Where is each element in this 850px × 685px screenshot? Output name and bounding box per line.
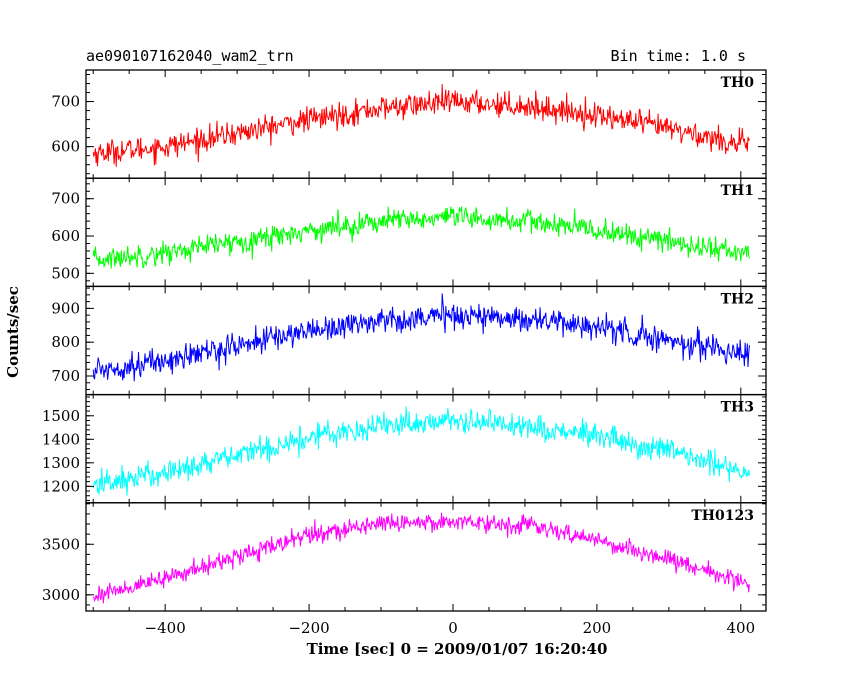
x-tick-label: 0 <box>448 619 458 637</box>
x-axis-title: Time [sec] 0 = 2009/01/07 16:20:40 <box>307 640 608 658</box>
x-tick-label: −200 <box>288 619 329 637</box>
series-line-th1 <box>92 206 750 269</box>
panel-frame <box>85 502 767 612</box>
panel-frame <box>85 69 767 179</box>
y-tick-label: 500 <box>51 264 80 282</box>
y-axis-title: Counts/sec <box>4 286 22 378</box>
panel-th0123: 3000 3500 TH0123 <box>42 502 767 612</box>
panel-label: TH3 <box>721 400 754 416</box>
x-tick-label: −400 <box>145 619 186 637</box>
y-tick-label: 700 <box>51 93 80 111</box>
bin-time-label: Bin time: 1.0 s <box>611 47 746 65</box>
chart-title: ae090107162040_wam2_trn <box>86 47 294 65</box>
panel-th0: 600 700 TH0 <box>51 69 767 179</box>
y-tick-label: 1300 <box>42 454 80 472</box>
x-tick-label: 200 <box>583 619 612 637</box>
panels-group: 600 700 TH0 500 600 700 TH1 700 800 900 TH2 1200 130… <box>42 69 767 637</box>
panel-th1: 500 600 700 TH1 <box>51 177 767 288</box>
y-tick-label: 600 <box>51 138 80 156</box>
series-line-th0123 <box>92 512 750 604</box>
y-tick-label: 700 <box>51 367 80 385</box>
panel-frame <box>85 177 767 288</box>
y-tick-label: 600 <box>51 227 80 245</box>
panel-label: TH2 <box>721 291 754 307</box>
series-line-th3 <box>92 406 750 496</box>
x-tick-label: 400 <box>726 619 755 637</box>
y-tick-label: 700 <box>51 190 80 208</box>
y-tick-label: 1200 <box>42 477 80 495</box>
series-line-th0 <box>92 84 750 167</box>
panel-label: TH1 <box>721 183 754 199</box>
panel-label: TH0 <box>721 75 755 91</box>
panel-th2: 700 800 900 TH2 <box>51 285 767 396</box>
panel-th3: 1200 1300 1400 1500 TH3 <box>42 393 767 504</box>
y-tick-label: 3500 <box>42 535 80 553</box>
y-tick-label: 3000 <box>42 586 80 604</box>
panel-label: TH0123 <box>691 508 754 524</box>
y-tick-label: 1400 <box>42 430 80 448</box>
y-tick-label: 900 <box>51 299 80 317</box>
series-line-th2 <box>92 293 750 382</box>
y-tick-label: 1500 <box>42 407 80 425</box>
y-tick-label: 800 <box>51 333 80 351</box>
